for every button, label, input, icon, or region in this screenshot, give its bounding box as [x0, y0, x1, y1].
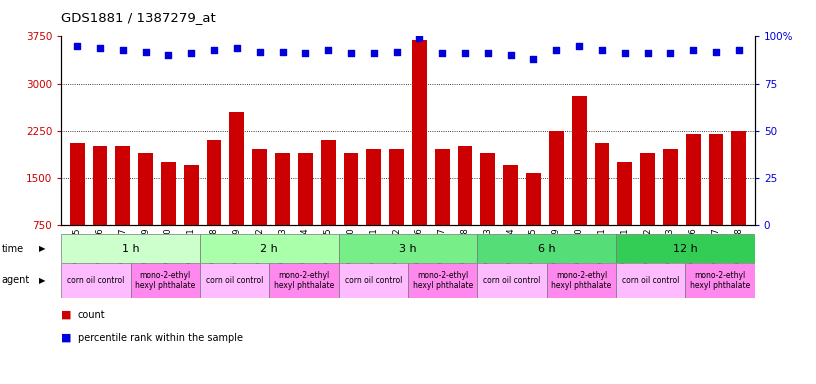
Text: 2 h: 2 h — [260, 243, 278, 254]
Text: mono-2-ethyl
hexyl phthalate: mono-2-ethyl hexyl phthalate — [690, 271, 750, 290]
Bar — [269, 263, 339, 298]
Text: ▶: ▶ — [39, 276, 46, 285]
Point — [207, 46, 220, 53]
Point — [709, 48, 722, 55]
Point — [641, 50, 654, 56]
Bar — [131, 263, 200, 298]
Text: count: count — [78, 310, 105, 320]
Bar — [389, 149, 404, 272]
Bar — [339, 234, 477, 263]
Point — [687, 46, 700, 53]
Bar — [161, 162, 176, 272]
Point — [116, 46, 129, 53]
Bar — [685, 134, 701, 272]
Point — [367, 50, 380, 56]
Point — [344, 50, 357, 56]
Bar — [477, 263, 547, 298]
Point — [299, 50, 312, 56]
Bar — [61, 234, 200, 263]
Text: corn oil control: corn oil control — [483, 276, 541, 285]
Bar — [138, 152, 153, 272]
Bar — [200, 234, 339, 263]
Text: 12 h: 12 h — [673, 243, 698, 254]
Text: corn oil control: corn oil control — [206, 276, 264, 285]
Text: corn oil control: corn oil control — [67, 276, 125, 285]
Point — [390, 48, 403, 55]
Point — [253, 48, 266, 55]
Text: mono-2-ethyl
hexyl phthalate: mono-2-ethyl hexyl phthalate — [413, 271, 472, 290]
Bar — [298, 152, 313, 272]
Bar — [547, 263, 616, 298]
Bar — [229, 112, 244, 272]
Bar — [616, 263, 685, 298]
Text: 3 h: 3 h — [399, 243, 417, 254]
Point — [664, 50, 677, 56]
Bar — [663, 149, 678, 272]
Point — [184, 50, 197, 56]
Bar — [708, 134, 724, 272]
Point — [71, 43, 84, 49]
Bar — [61, 263, 131, 298]
Text: 6 h: 6 h — [538, 243, 556, 254]
Point — [230, 45, 243, 51]
Point — [413, 35, 426, 41]
Bar — [503, 165, 518, 272]
Point — [573, 43, 586, 49]
Bar — [412, 40, 427, 272]
Bar — [481, 152, 495, 272]
Bar — [526, 172, 541, 272]
Point — [619, 50, 632, 56]
Text: agent: agent — [2, 275, 30, 285]
Text: 1 h: 1 h — [122, 243, 140, 254]
Text: mono-2-ethyl
hexyl phthalate: mono-2-ethyl hexyl phthalate — [552, 271, 611, 290]
Bar — [618, 162, 632, 272]
Bar — [477, 234, 616, 263]
Bar — [200, 263, 269, 298]
Bar — [640, 152, 655, 272]
Text: mono-2-ethyl
hexyl phthalate: mono-2-ethyl hexyl phthalate — [274, 271, 334, 290]
Point — [459, 50, 472, 56]
Bar — [115, 146, 131, 272]
Point — [732, 46, 745, 53]
Bar — [731, 131, 747, 272]
Text: ▶: ▶ — [39, 244, 46, 253]
Point — [139, 48, 152, 55]
Bar — [184, 165, 198, 272]
Text: GDS1881 / 1387279_at: GDS1881 / 1387279_at — [61, 12, 216, 25]
Text: corn oil control: corn oil control — [622, 276, 680, 285]
Bar — [435, 149, 450, 272]
Text: time: time — [2, 243, 24, 254]
Point — [436, 50, 449, 56]
Bar — [92, 146, 108, 272]
Bar — [321, 140, 335, 272]
Bar — [252, 149, 267, 272]
Point — [276, 48, 289, 55]
Point — [94, 45, 107, 51]
Point — [596, 46, 609, 53]
Bar — [339, 263, 408, 298]
Point — [162, 52, 175, 58]
Text: ■: ■ — [61, 333, 72, 343]
Bar — [344, 152, 358, 272]
Point — [504, 52, 517, 58]
Bar — [572, 96, 587, 272]
Bar — [206, 140, 221, 272]
Text: mono-2-ethyl
hexyl phthalate: mono-2-ethyl hexyl phthalate — [135, 271, 195, 290]
Text: ■: ■ — [61, 310, 72, 320]
Bar — [595, 143, 610, 272]
Text: percentile rank within the sample: percentile rank within the sample — [78, 333, 242, 343]
Bar — [366, 149, 381, 272]
Bar — [69, 143, 85, 272]
Bar — [458, 146, 472, 272]
Point — [550, 46, 563, 53]
Point — [481, 50, 494, 56]
Text: corn oil control: corn oil control — [344, 276, 402, 285]
Bar — [549, 131, 564, 272]
Bar — [275, 152, 290, 272]
Bar — [685, 263, 755, 298]
Bar — [616, 234, 755, 263]
Point — [527, 56, 540, 62]
Point — [322, 46, 335, 53]
Bar — [408, 263, 477, 298]
